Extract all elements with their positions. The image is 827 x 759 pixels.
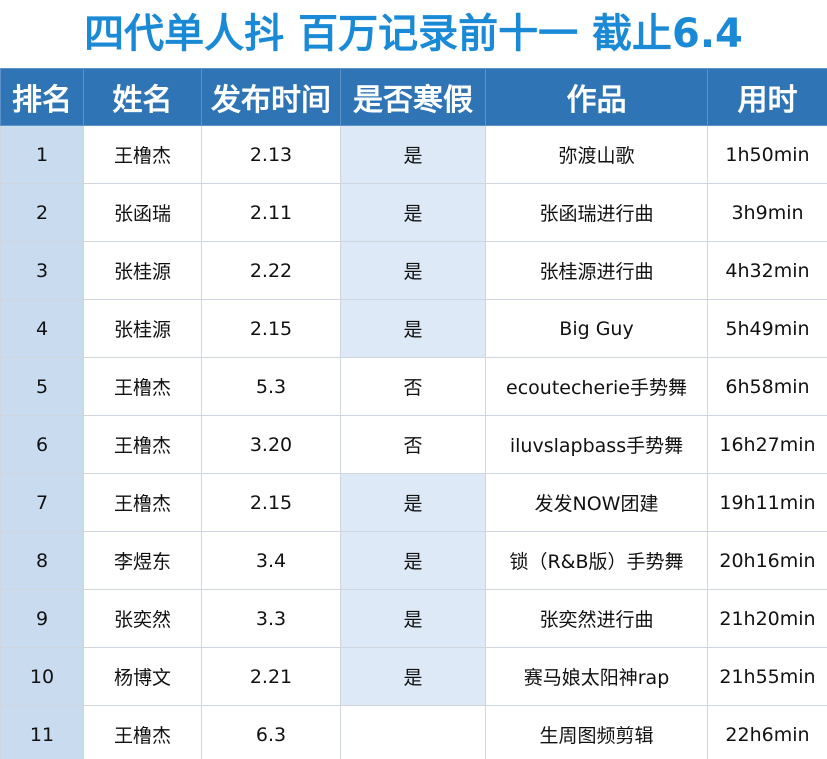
column-header: 发布时间 bbox=[201, 68, 341, 126]
table-cell: 20h16min bbox=[707, 531, 827, 590]
table-cell: 张函瑞进行曲 bbox=[485, 183, 708, 242]
table-cell: 王橹杰 bbox=[83, 415, 202, 474]
table-cell: 2.21 bbox=[201, 647, 341, 706]
table-cell: 22h6min bbox=[707, 705, 827, 759]
table-cell: 张奕然 bbox=[83, 589, 202, 648]
table-cell: 5 bbox=[0, 357, 84, 416]
table-row: 1 王橹杰 2.13 是弥渡山歌 1h50min bbox=[0, 125, 827, 184]
table-cell: 9 bbox=[0, 589, 84, 648]
table-cell: 21h55min bbox=[707, 647, 827, 706]
table-cell: 6.3 bbox=[201, 705, 341, 759]
table-cell: 张奕然进行曲 bbox=[485, 589, 708, 648]
table-cell: 3 bbox=[0, 241, 84, 300]
table-row: 9 张奕然 3.3 是张奕然进行曲 21h20min bbox=[0, 589, 827, 648]
table-cell: 张桂源 bbox=[83, 241, 202, 300]
table-row: 5 王橹杰 5.3 否 ecoutecherie手势舞 6h58min bbox=[0, 357, 827, 416]
table-row: 7 王橹杰 2.15 是发发NOW团建 19h11min bbox=[0, 473, 827, 532]
table-cell: 否 bbox=[340, 357, 486, 416]
table-cell: 2.15 bbox=[201, 299, 341, 358]
table-body: 1 王橹杰 2.13 是弥渡山歌 1h50min 2 张函瑞 2.11 是张函瑞进行曲 3h9mi… bbox=[0, 125, 827, 759]
table-cell: 是 bbox=[340, 531, 486, 590]
column-header: 排名 bbox=[0, 68, 84, 126]
table-cell: 是 bbox=[340, 589, 486, 648]
table-cell: 弥渡山歌 bbox=[485, 125, 708, 184]
table-row: 8 李煜东 3.4 是锁（R&B版）手势舞 20h16min bbox=[0, 531, 827, 590]
table-header: 排名 姓名 发布时间 是否寒假 作品 用时 bbox=[0, 68, 827, 126]
table-cell: 19h11min bbox=[707, 473, 827, 532]
ranking-table: 排名 姓名 发布时间 是否寒假 作品 用时 1 王橹杰 2.13 是弥渡山歌 1h50min 2 张函… bbox=[0, 68, 827, 759]
table-cell: 是 bbox=[340, 299, 486, 358]
table-cell: 张函瑞 bbox=[83, 183, 202, 242]
table-cell: 赛马娘太阳神rap bbox=[485, 647, 708, 706]
table-cell: 是 bbox=[340, 183, 486, 242]
table-row: 4 张桂源 2.15 是 Big Guy 5h49min bbox=[0, 299, 827, 358]
table-cell: 杨博文 bbox=[83, 647, 202, 706]
column-header: 作品 bbox=[485, 68, 708, 126]
table-cell: 7 bbox=[0, 473, 84, 532]
table-cell: 张桂源进行曲 bbox=[485, 241, 708, 300]
table-cell: iluvslapbass手势舞 bbox=[485, 415, 708, 474]
table-cell: 发发NOW团建 bbox=[485, 473, 708, 532]
table-cell: 10 bbox=[0, 647, 84, 706]
table-cell: 6h58min bbox=[707, 357, 827, 416]
table-cell: 王橹杰 bbox=[83, 125, 202, 184]
header-row: 排名 姓名 发布时间 是否寒假 作品 用时 bbox=[0, 68, 827, 126]
table-cell: 6 bbox=[0, 415, 84, 474]
table-row: 6 王橹杰 3.20 否 iluvslapbass手势舞 16h27min bbox=[0, 415, 827, 474]
table-cell: 3.4 bbox=[201, 531, 341, 590]
column-header: 姓名 bbox=[83, 68, 202, 126]
table-cell: 是 bbox=[340, 241, 486, 300]
table-cell: 是 bbox=[340, 647, 486, 706]
table-cell bbox=[340, 705, 486, 759]
table-cell: 3.3 bbox=[201, 589, 341, 648]
table-cell: 1 bbox=[0, 125, 84, 184]
table-cell: 张桂源 bbox=[83, 299, 202, 358]
column-header: 用时 bbox=[707, 68, 827, 126]
table-cell: 5.3 bbox=[201, 357, 341, 416]
table-cell: 生周图频剪辑 bbox=[485, 705, 708, 759]
table-cell: 8 bbox=[0, 531, 84, 590]
table-row: 2 张函瑞 2.11 是张函瑞进行曲 3h9min bbox=[0, 183, 827, 242]
table-cell: 11 bbox=[0, 705, 84, 759]
table-cell: 4h32min bbox=[707, 241, 827, 300]
table-cell: 2.22 bbox=[201, 241, 341, 300]
table-row: 11 王橹杰 6.3 生周图频剪辑 22h6min bbox=[0, 705, 827, 759]
table-cell: 1h50min bbox=[707, 125, 827, 184]
table-cell: 4 bbox=[0, 299, 84, 358]
table-cell: 3.20 bbox=[201, 415, 341, 474]
column-header: 是否寒假 bbox=[340, 68, 486, 126]
table-cell: 锁（R&B版）手势舞 bbox=[485, 531, 708, 590]
table-cell: 21h20min bbox=[707, 589, 827, 648]
table-cell: 是 bbox=[340, 125, 486, 184]
table-cell: 2 bbox=[0, 183, 84, 242]
table-cell: 5h49min bbox=[707, 299, 827, 358]
table-row: 3 张桂源 2.22 是张桂源进行曲 4h32min bbox=[0, 241, 827, 300]
table-cell: 王橹杰 bbox=[83, 357, 202, 416]
table-cell: 王橹杰 bbox=[83, 705, 202, 759]
table-row: 10 杨博文 2.21 是赛马娘太阳神rap 21h55min bbox=[0, 647, 827, 706]
table-cell: 是 bbox=[340, 473, 486, 532]
table-cell: 16h27min bbox=[707, 415, 827, 474]
table-cell: 李煜东 bbox=[83, 531, 202, 590]
table-cell: Big Guy bbox=[485, 299, 708, 358]
title: 四代单人抖 百万记录前十一 截止6.4 bbox=[84, 11, 743, 57]
table-cell: 否 bbox=[340, 415, 486, 474]
table-cell: 2.15 bbox=[201, 473, 341, 532]
table-cell: 王橹杰 bbox=[83, 473, 202, 532]
table-cell: 3h9min bbox=[707, 183, 827, 242]
table-cell: ecoutecherie手势舞 bbox=[485, 357, 708, 416]
table-cell: 2.13 bbox=[201, 125, 341, 184]
table-cell: 2.11 bbox=[201, 183, 341, 242]
